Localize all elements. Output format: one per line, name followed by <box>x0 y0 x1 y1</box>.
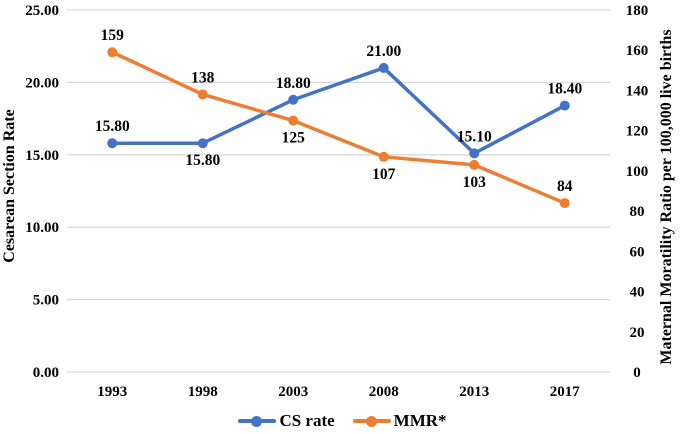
y-axis-left-tick-label: 10.00 <box>25 220 59 236</box>
y-axis-right-tick-label: 160 <box>626 43 649 59</box>
x-axis-tick-label: 1993 <box>97 384 127 400</box>
cs-rate-marker <box>197 138 208 149</box>
cs-rate-line <box>110 66 567 156</box>
mmr-marker <box>107 47 118 58</box>
cs-rate-data-label: 15.10 <box>457 128 492 145</box>
cs-rate-data-label: 15.80 <box>185 152 220 169</box>
mmr-data-label: 159 <box>101 27 125 44</box>
mmr-data-label: 84 <box>557 178 573 195</box>
y-axis-left-tick-label: 0.00 <box>33 365 59 381</box>
y-axis-right-tick-label: 100 <box>626 164 649 180</box>
mmr-marker <box>197 89 208 100</box>
mmr-line <box>110 50 567 205</box>
cs-rate-data-label: 21.00 <box>366 43 401 60</box>
y-axis-left-tick-label: 5.00 <box>33 293 59 309</box>
mmr-marker <box>559 198 570 209</box>
x-axis-tick-label: 2003 <box>278 384 308 400</box>
cs-rate-marker <box>378 62 389 73</box>
cs-rate-data-label: 18.40 <box>547 81 582 98</box>
cs-rate-marker <box>559 100 570 111</box>
y-axis-right-tick-label: 80 <box>630 204 645 220</box>
mmr-data-label: 138 <box>191 69 215 86</box>
right-axis-title: Maternal Moratility Ratio per 100,000 li… <box>658 29 675 364</box>
mmr-marker <box>288 115 299 126</box>
y-axis-right-tick-label: 20 <box>630 325 645 341</box>
y-axis-left-tick-label: 20.00 <box>25 75 59 91</box>
mmr-data-label: 103 <box>463 174 487 191</box>
cs-rate-marker <box>469 148 480 159</box>
x-axis-tick-label: 2017 <box>550 384 581 400</box>
chart-legend: CS rate MMR* <box>0 408 685 434</box>
legend-item-cs-rate: CS rate <box>238 411 335 431</box>
y-axis-right-tick-label: 140 <box>626 83 649 99</box>
y-axis-left-tick-label: 25.00 <box>25 3 59 19</box>
cs-rate-data-label: 18.80 <box>276 75 311 92</box>
mmr-line-marker-icon <box>352 415 391 427</box>
y-axis-right-tick-label: 40 <box>630 285 645 301</box>
cs-rate-marker <box>288 94 299 105</box>
y-axis-right-tick-label: 180 <box>626 3 649 19</box>
mmr-marker <box>469 159 480 170</box>
y-axis-right-tick-label: 60 <box>630 244 645 260</box>
mmr-data-label: 125 <box>282 130 306 147</box>
y-axis-right-tick-label: 0 <box>633 365 641 381</box>
x-axis-tick-label: 1998 <box>188 384 218 400</box>
y-axis-left-tick-label: 15.00 <box>25 148 59 164</box>
cs-rate-data-label: 15.80 <box>95 118 130 135</box>
cs-rate-marker <box>107 138 118 149</box>
legend-label-cs-rate: CS rate <box>279 411 335 430</box>
cs-rate-line-marker-icon <box>238 415 277 427</box>
x-axis-tick-label: 2013 <box>459 384 489 400</box>
legend-item-mmr: MMR* <box>352 411 447 431</box>
y-axis-right-tick-label: 120 <box>626 124 649 140</box>
left-axis-title: Cesarean Section Rate <box>1 109 18 262</box>
x-axis-tick-label: 2008 <box>369 384 399 400</box>
mmr-marker <box>378 151 389 162</box>
legend-label-mmr: MMR* <box>393 411 447 430</box>
mmr-data-label: 107 <box>372 166 396 183</box>
